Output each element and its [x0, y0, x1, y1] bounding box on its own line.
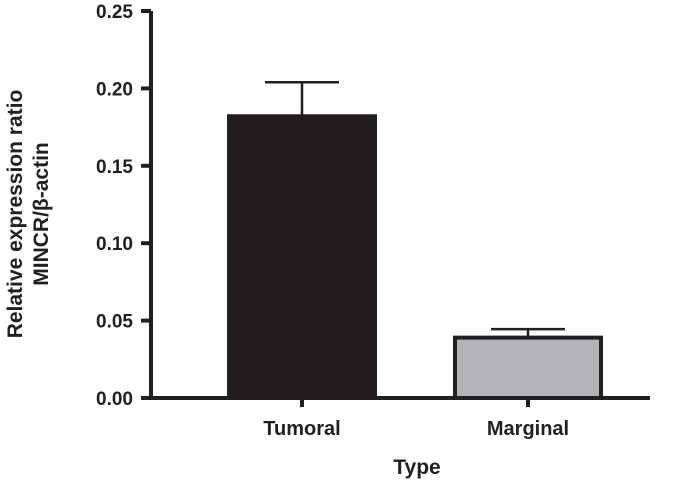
- y-axis: 0.00 0.05 0.10 0.15 0.20 0.25: [96, 2, 153, 410]
- y-axis-title-line2: MINCR/β-actin: [30, 142, 53, 285]
- y-tick-label: 0.00: [96, 389, 133, 410]
- y-tick-label: 0.25: [96, 2, 133, 23]
- y-tick-label: 0.10: [96, 234, 133, 255]
- x-tick-label: Marginal: [487, 418, 569, 440]
- bars-group: [227, 114, 603, 400]
- x-tick-label: Tumoral: [263, 418, 340, 440]
- x-axis-title: Type: [393, 456, 440, 479]
- x-axis: Tumoral Marginal: [149, 396, 650, 440]
- y-axis-title-line1: Relative expression ratio: [4, 90, 27, 339]
- bar-marginal: [453, 335, 603, 400]
- y-tick-label: 0.20: [96, 79, 133, 100]
- y-tick-label: 0.05: [96, 312, 133, 333]
- y-tick-label: 0.15: [96, 157, 133, 178]
- bar-tumoral: [227, 114, 377, 400]
